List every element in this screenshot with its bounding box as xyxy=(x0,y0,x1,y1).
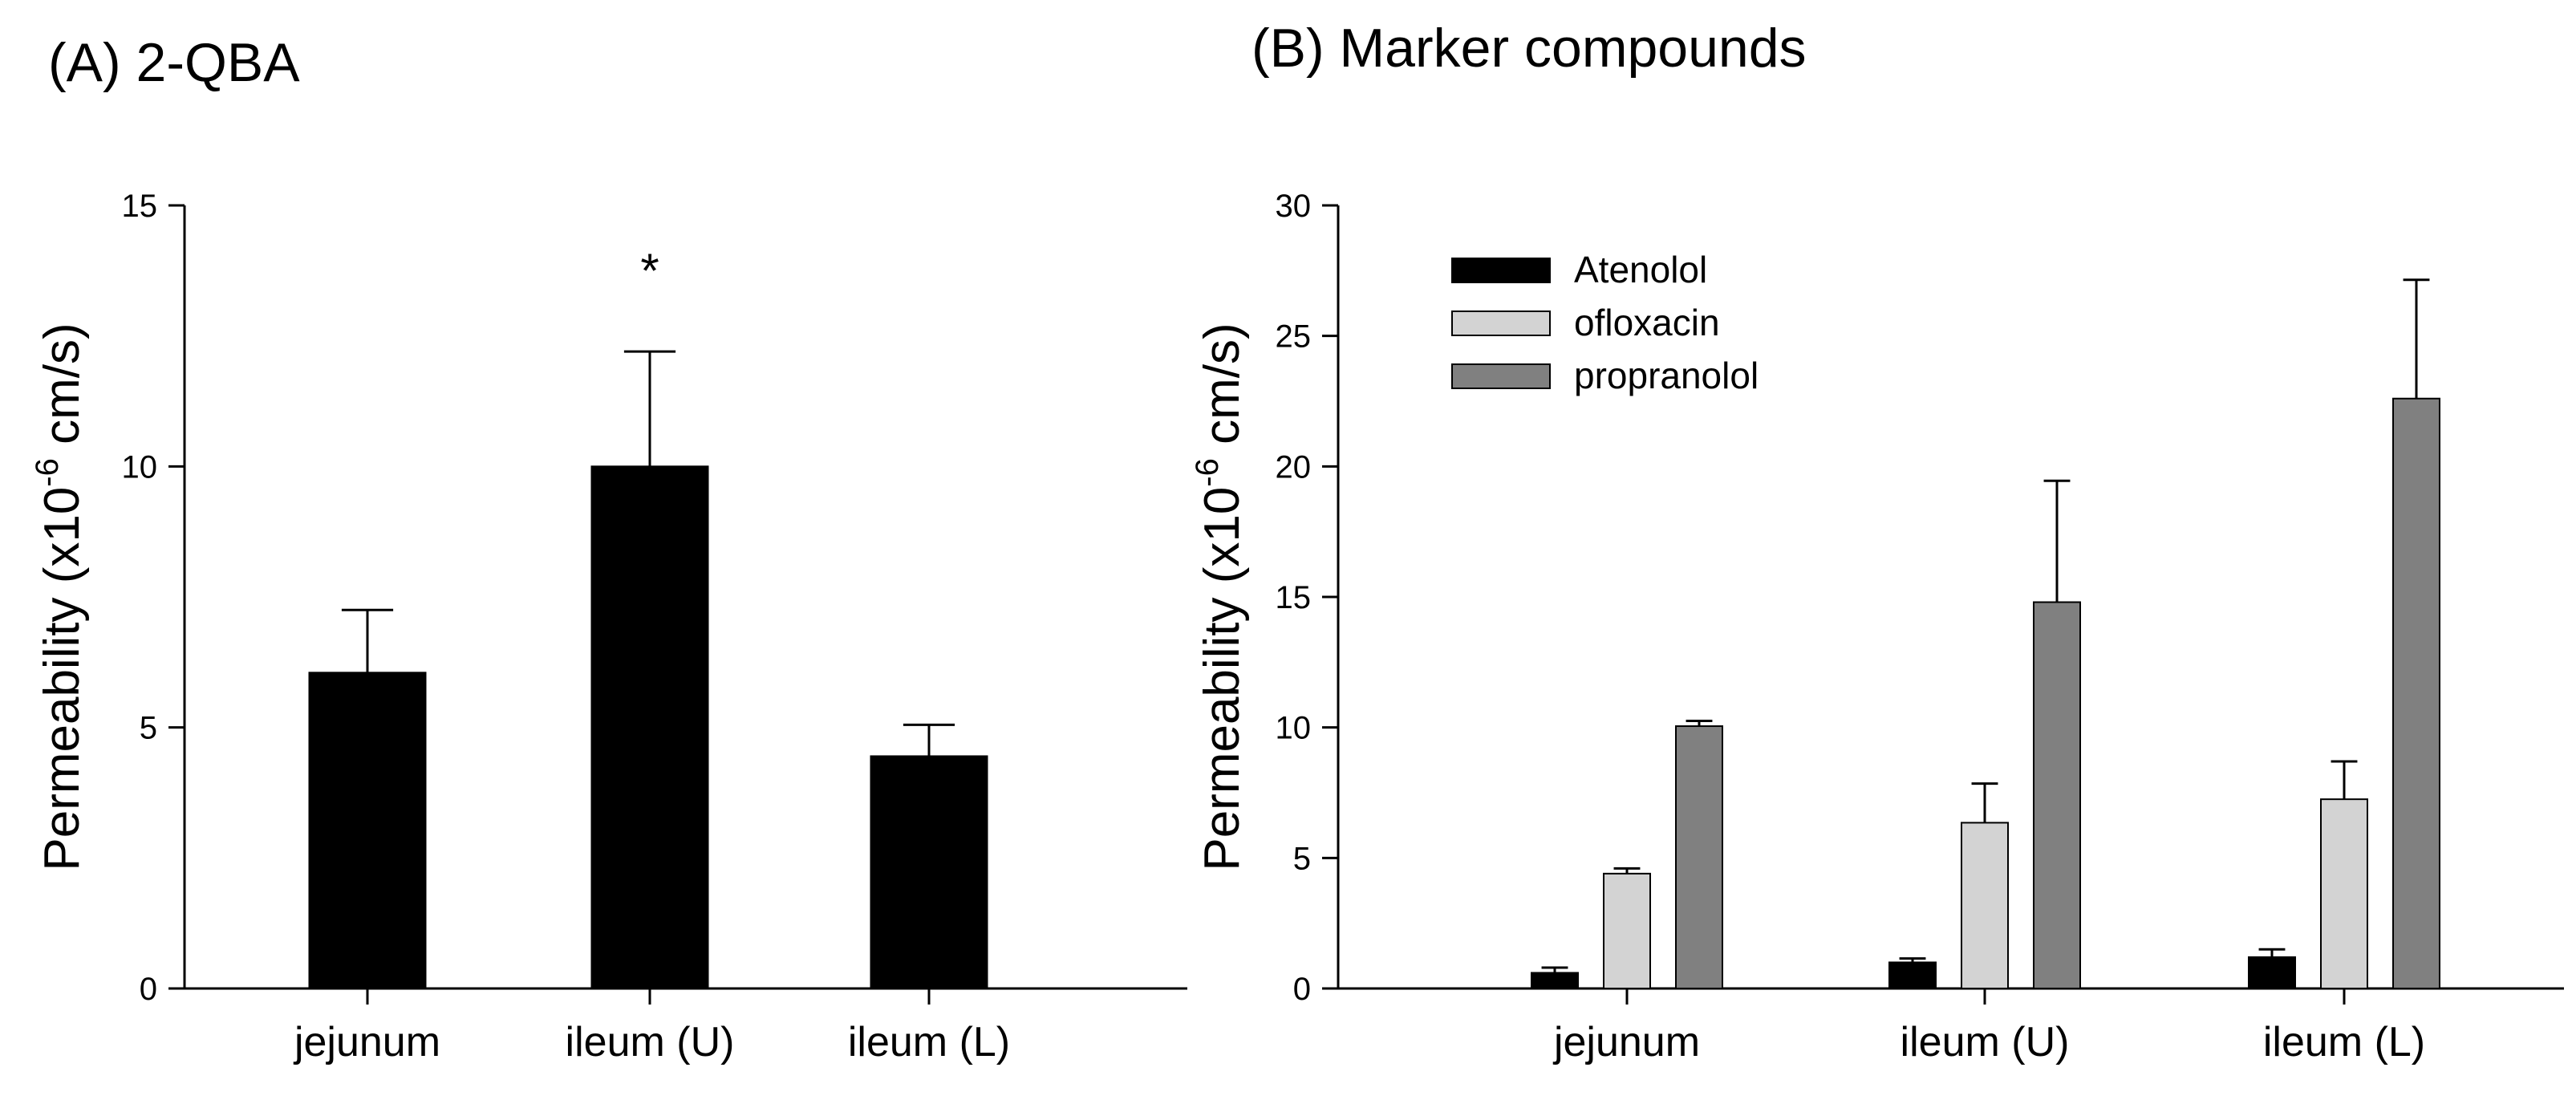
significance-marker: * xyxy=(640,244,659,298)
bar-atenolol-1 xyxy=(1888,961,1937,990)
x-tick-label: jejunum xyxy=(293,1019,440,1065)
legend-label: Atenolol xyxy=(1574,249,1707,290)
bar-ofloxacin-1 xyxy=(1961,822,2009,989)
bar-propranolol-0 xyxy=(1675,725,1723,989)
y-tick-label: 25 xyxy=(1276,319,1312,355)
chart-b-plot: 0 5 10 15 20 25 30 jejunum ileum (U) ileum (L) Per… xyxy=(1190,189,2564,1065)
legend-swatch-atenolol xyxy=(1451,258,1551,283)
chart-a-title: (A) 2-QBA xyxy=(48,32,300,93)
y-tick-label: 10 xyxy=(122,449,158,485)
y-axis-label: Permeability (x10-6 cm/s) xyxy=(1190,323,1250,871)
x-tick-label: ileum (U) xyxy=(566,1019,735,1065)
bar-2-qba-1 xyxy=(590,465,709,989)
x-tick-label: ileum (U) xyxy=(1901,1019,2070,1065)
bar-ofloxacin-2 xyxy=(2320,798,2368,990)
bar-atenolol-2 xyxy=(2248,956,2296,989)
legend-label: ofloxacin xyxy=(1574,302,1720,343)
y-tick-label: 10 xyxy=(1276,711,1312,746)
y-tick-label: 30 xyxy=(1276,189,1312,224)
y-tick-label: 20 xyxy=(1276,449,1312,485)
chart-a-plot: 0 5 10 15 jejunum ileum (U) ileum (L) Permeabil… xyxy=(30,189,1187,1065)
y-tick-label: 5 xyxy=(140,711,157,746)
legend-swatch-propranolol xyxy=(1451,363,1551,389)
y-tick-label: 15 xyxy=(122,189,158,224)
x-tick-label: jejunum xyxy=(1552,1019,1700,1065)
bar-atenolol-0 xyxy=(1531,972,1579,989)
y-tick-label: 5 xyxy=(1293,841,1311,876)
legend-swatch-ofloxacin xyxy=(1451,311,1551,336)
y-tick-label: 15 xyxy=(1276,580,1312,615)
y-tick-label: 0 xyxy=(1293,972,1311,1007)
x-tick-label: ileum (L) xyxy=(2263,1019,2425,1065)
bar-ofloxacin-0 xyxy=(1603,872,1651,990)
chart-b-title: (B) Marker compounds xyxy=(1251,18,1807,79)
bar-2-qba-0 xyxy=(308,672,427,989)
y-tick-label: 0 xyxy=(140,972,157,1007)
x-tick-label: ileum (L) xyxy=(848,1019,1010,1065)
bar-propranolol-1 xyxy=(2033,601,2081,989)
legend-label: propranolol xyxy=(1574,355,1759,396)
bar-2-qba-2 xyxy=(870,755,988,989)
bar-propranolol-2 xyxy=(2392,397,2440,990)
chart-legend: Atenolol ofloxacin propranolol xyxy=(1451,249,1759,396)
y-axis-label: Permeability (x10-6 cm/s) xyxy=(30,323,90,871)
